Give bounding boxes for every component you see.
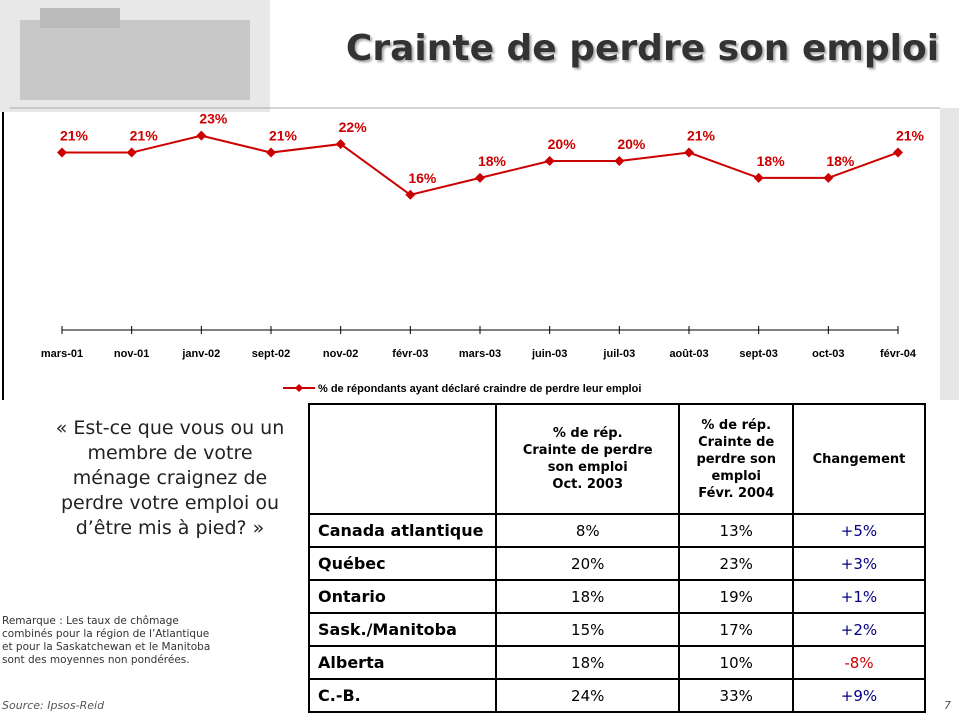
x-tick-label: févr-03 [392,348,428,360]
x-tick-label: sept-03 [739,348,778,360]
header-line: Oct. 2003 [497,476,678,493]
header-line: Févr. 2004 [680,485,792,502]
marker [266,148,276,158]
marker [684,148,694,158]
marker [196,131,206,141]
table-cell: 24% [496,679,679,712]
x-tick-label: nov-02 [323,348,358,360]
question: « Est-ce que vous ou un membre de votre … [50,416,290,541]
table-cell: Québec [309,547,496,580]
data-label: 18% [478,153,507,169]
marker [545,156,555,166]
marker [57,148,67,158]
table-cell: 13% [679,514,793,547]
x-tick-label: janv-02 [181,348,220,360]
chart-side [940,108,959,400]
marker [127,148,137,158]
table-cell: +2% [793,613,925,646]
header-line: emploi [680,468,792,485]
table-cell: +9% [793,679,925,712]
table-cell: 8% [496,514,679,547]
x-tick-label: juin-03 [531,348,567,360]
data-label: 23% [199,111,228,127]
header-cell: Changement [793,404,925,514]
table-cell: -8% [793,646,925,679]
x-tick-label: oct-03 [812,348,844,360]
table-cell: 19% [679,580,793,613]
data-label: 21% [896,128,925,144]
marker [893,148,903,158]
data-label: 18% [757,153,786,169]
table-cell: 33% [679,679,793,712]
header-line: perdre son [680,451,792,468]
marker [475,173,485,183]
header-line: % de rép. [497,425,678,442]
table-cell: 18% [496,646,679,679]
data-label: 18% [826,153,855,169]
marker [754,173,764,183]
table-cell: +3% [793,547,925,580]
table-cell: Sask./Manitoba [309,613,496,646]
data-label: 20% [617,136,646,152]
building [20,20,250,100]
table-row: C.-B.24%33%+9% [309,679,925,712]
header-line: Crainte de perdre [497,442,678,459]
header-line: Changement [794,451,924,468]
table-cell: Canada atlantique [309,514,496,547]
data-label: 22% [339,119,368,135]
page-number: 7 [944,699,951,712]
data-label: 21% [60,128,89,144]
note: Remarque : Les taux de chômage combinés … [2,615,222,667]
source: Source: Ipsos-Reid [2,699,104,712]
slide: mars-01 nov-01 janv-02 sept-02 nov-02 févr-03… [0,0,959,720]
header-line: Crainte de [680,434,792,451]
slide-title: Crainte de perdre son emploi [330,28,955,69]
table-cell: 15% [496,613,679,646]
legend-marker [295,384,303,392]
x-tick-label: févr-04 [880,348,917,360]
header-line: % de rép. [680,417,792,434]
table-cell: C.-B. [309,679,496,712]
marker [823,173,833,183]
table-cell: +1% [793,580,925,613]
header-cell [309,404,496,514]
data-label: 16% [408,170,437,186]
building-roof [40,8,120,28]
x-tick-label: août-03 [669,348,708,360]
x-tick-label: mars-01 [41,348,83,360]
x-tick-label: sept-02 [252,348,291,360]
data-label: 21% [130,128,159,144]
x-tick-label: juil-03 [602,348,635,360]
data-label: 21% [269,128,298,144]
table-cell: 20% [496,547,679,580]
table-cell: 17% [679,613,793,646]
table-cell: +5% [793,514,925,547]
table-cell: 18% [496,580,679,613]
table-cell: Ontario [309,580,496,613]
data-label: 21% [687,128,716,144]
x-tick-label: mars-03 [459,348,501,360]
x-tick-label: nov-01 [114,348,149,360]
table-cell: 10% [679,646,793,679]
table-cell: 23% [679,547,793,580]
header-line: son emploi [497,459,678,476]
data-label: 20% [548,136,577,152]
table-cell: Alberta [309,646,496,679]
marker [614,156,624,166]
legend-label: % de répondants ayant déclaré craindre d… [318,383,641,395]
